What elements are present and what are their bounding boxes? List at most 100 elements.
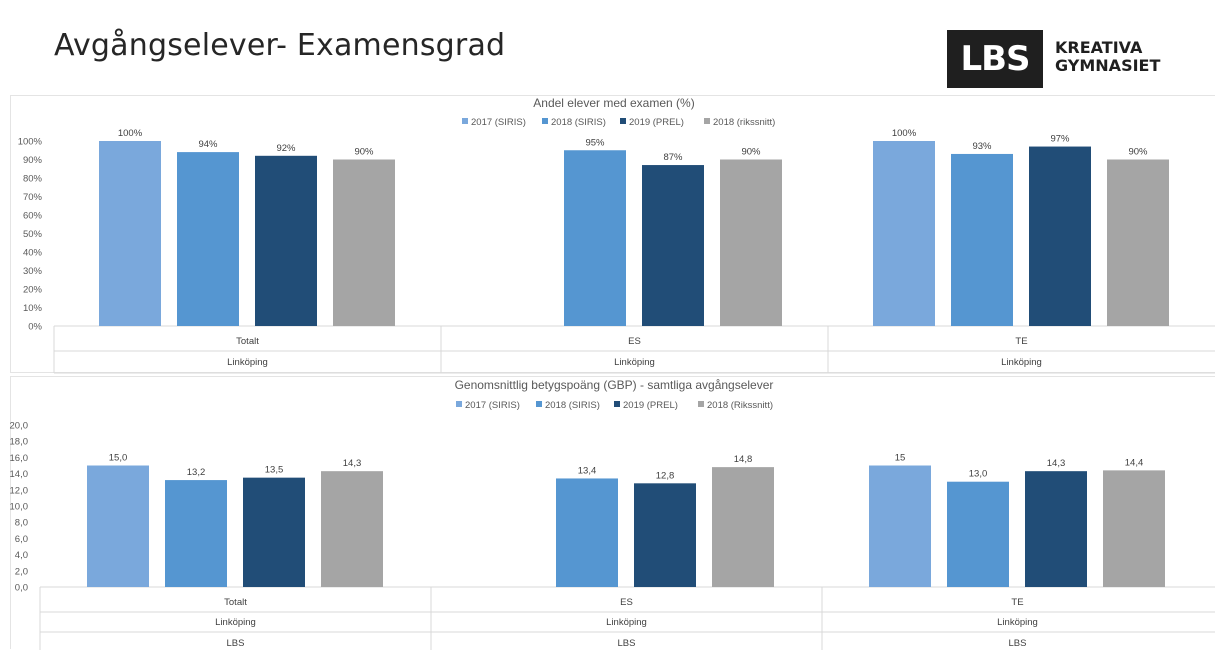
legend-swatch [620, 118, 626, 124]
legend-label: 2018 (SIRIS) [545, 400, 600, 411]
legend-label: 2018 (rikssnitt) [713, 117, 775, 128]
data-label: 97% [1050, 134, 1070, 145]
category-label: ES [628, 336, 641, 347]
data-label: 94% [198, 139, 218, 150]
bar [255, 155, 317, 326]
legend-label: 2019 (PREL) [629, 117, 684, 128]
y-tick-label: 40% [23, 248, 43, 259]
data-label: 13,4 [578, 465, 597, 476]
chart-title: Andel elever med examen (%) [533, 96, 694, 110]
data-label: 90% [354, 147, 374, 158]
category-group-label: Linköping [997, 617, 1038, 628]
legend-label: 2018 (Rikssnitt) [707, 400, 773, 411]
data-label: 95% [585, 137, 605, 148]
category-label: TE [1011, 597, 1023, 608]
category-label: Totalt [224, 597, 247, 608]
data-label: 15,0 [109, 453, 128, 464]
data-label: 14,4 [1125, 457, 1144, 468]
data-label: 100% [892, 128, 917, 139]
data-label: 100% [118, 128, 143, 139]
data-label: 13,0 [969, 469, 988, 480]
y-tick-label: 12,0 [10, 485, 29, 496]
data-label: 90% [1128, 147, 1148, 158]
legend-swatch [542, 118, 548, 124]
exam-rate-chart: Andel elever med examen (%) 2017 (SIRIS) 2… [18, 96, 1215, 374]
bar [869, 465, 931, 587]
chart-title: Genomsnittlig betygspoäng (GBP) - samtli… [455, 378, 774, 392]
data-label: 90% [741, 147, 761, 158]
y-tick-label: 4,0 [15, 550, 28, 561]
y-tick-label: 100% [18, 137, 43, 148]
category-group-label: Linköping [1001, 357, 1042, 368]
logo-line-1: KREATIVA [1055, 38, 1143, 57]
data-label: 93% [972, 141, 992, 152]
category-group-label: LBS [227, 638, 245, 649]
y-tick-label: 16,0 [10, 453, 29, 464]
legend-swatch [614, 401, 620, 407]
y-tick-label: 2,0 [15, 566, 28, 577]
logo-line-2: GYMNASIET [1055, 56, 1161, 75]
y-tick-label: 10% [23, 303, 43, 314]
category-label: ES [620, 597, 633, 608]
legend-label: 2017 (SIRIS) [471, 117, 526, 128]
bar [87, 465, 149, 587]
bar [873, 141, 935, 326]
legend-swatch [456, 401, 462, 407]
bar [720, 159, 782, 326]
data-label: 92% [276, 143, 296, 154]
bar [165, 480, 227, 587]
y-tick-label: 20% [23, 285, 43, 296]
data-label: 15 [895, 453, 906, 464]
chart-panel-gbp [10, 376, 1215, 649]
y-tick-label: 70% [23, 192, 43, 203]
legend-swatch [462, 118, 468, 124]
y-tick-label: 6,0 [15, 534, 28, 545]
y-tick-label: 80% [23, 174, 43, 185]
y-tick-label: 0% [28, 322, 42, 333]
data-label: 14,3 [1047, 458, 1066, 469]
bar [177, 152, 239, 326]
category-label: TE [1015, 336, 1027, 347]
bar [712, 467, 774, 587]
y-tick-label: 14,0 [10, 469, 29, 480]
data-label: 13,5 [265, 465, 284, 476]
page-title: Avgångselever- Examensgrad [54, 28, 506, 63]
category-label: Totalt [236, 336, 259, 347]
category-group-label: LBS [618, 638, 636, 649]
bar [243, 477, 305, 587]
y-tick-label: 10,0 [10, 502, 29, 513]
category-group-label: Linköping [215, 617, 256, 628]
legend-swatch [536, 401, 542, 407]
y-tick-label: 0,0 [15, 583, 28, 594]
bar [321, 471, 383, 587]
bar [947, 481, 1009, 587]
category-group-label: Linköping [614, 357, 655, 368]
y-tick-label: 18,0 [10, 437, 29, 448]
legend-label: 2017 (SIRIS) [465, 400, 520, 411]
bar [1103, 470, 1165, 587]
data-label: 14,3 [343, 458, 362, 469]
y-tick-label: 60% [23, 211, 43, 222]
logo-text: KREATIVA GYMNASIET [1055, 39, 1160, 75]
data-label: 14,8 [734, 454, 753, 465]
category-group-label: LBS [1009, 638, 1027, 649]
bar [556, 478, 618, 587]
category-group-label: Linköping [606, 617, 647, 628]
bar [1029, 146, 1091, 326]
y-tick-label: 30% [23, 266, 43, 277]
bar [951, 153, 1013, 326]
gbp-chart: Genomsnittlig betygspoäng (GBP) - samtli… [10, 378, 1215, 650]
y-tick-label: 90% [23, 155, 43, 166]
legend-label: 2019 (PREL) [623, 400, 678, 411]
data-label: 12,8 [656, 470, 675, 481]
legend-label: 2018 (SIRIS) [551, 117, 606, 128]
legend-swatch [704, 118, 710, 124]
y-tick-label: 50% [23, 229, 43, 240]
bar [1025, 471, 1087, 587]
bar [99, 141, 161, 326]
bar [1107, 159, 1169, 326]
category-group-label: Linköping [227, 357, 268, 368]
logo-mark: LBS [947, 30, 1043, 88]
bar [634, 483, 696, 587]
data-label: 87% [663, 152, 683, 163]
